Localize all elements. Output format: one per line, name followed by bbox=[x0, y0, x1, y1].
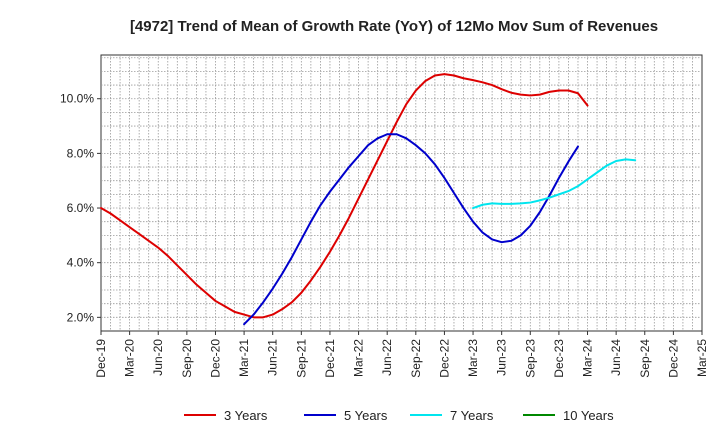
y-tick-label: 10.0% bbox=[60, 92, 94, 106]
x-axis-ticks: Dec-19 Mar-20 Jun-20 Sep-20 Dec-20 Mar-21 Jun-… bbox=[94, 331, 709, 378]
x-tick-label: Mar-21 bbox=[237, 339, 251, 377]
plot-area bbox=[100, 54, 703, 332]
y-axis-ticks: 2.0% 4.0% 6.0% 8.0% 10.0% bbox=[60, 92, 101, 324]
x-tick-label: Sep-23 bbox=[523, 339, 537, 378]
x-tick-label: Mar-22 bbox=[352, 339, 366, 377]
x-tick-label: Dec-24 bbox=[666, 339, 680, 378]
x-tick-label: Dec-21 bbox=[323, 339, 337, 378]
x-tick-label: Jun-22 bbox=[380, 339, 394, 376]
series-line-5-years bbox=[243, 133, 579, 326]
x-tick-label: Sep-24 bbox=[638, 339, 652, 378]
legend-label-5-years: 5 Years bbox=[344, 408, 388, 423]
legend-label-3-years: 3 Years bbox=[224, 408, 268, 423]
x-tick-label: Sep-20 bbox=[180, 339, 194, 378]
x-tick-label: Mar-24 bbox=[581, 339, 595, 377]
x-tick-label: Sep-21 bbox=[294, 339, 308, 378]
legend-label-10-years: 10 Years bbox=[563, 408, 614, 423]
legend-label-7-years: 7 Years bbox=[450, 408, 494, 423]
x-tick-label: Jun-21 bbox=[266, 339, 280, 376]
x-tick-label: Jun-20 bbox=[151, 339, 165, 376]
legend: 3 Years 5 Years 7 Years 10 Years bbox=[184, 408, 614, 423]
x-tick-label: Dec-20 bbox=[208, 339, 222, 378]
x-tick-label: Sep-22 bbox=[409, 339, 423, 378]
chart-title: [4972] Trend of Mean of Growth Rate (YoY… bbox=[130, 18, 658, 35]
x-tick-label: Jun-24 bbox=[609, 339, 623, 376]
y-tick-label: 6.0% bbox=[67, 201, 95, 215]
x-tick-label: Mar-25 bbox=[695, 339, 709, 377]
grid-lines bbox=[101, 55, 702, 331]
series-line-7-years bbox=[472, 158, 637, 210]
x-tick-label: Mar-23 bbox=[466, 339, 480, 377]
x-tick-label: Dec-22 bbox=[437, 339, 451, 378]
y-tick-label: 2.0% bbox=[67, 310, 95, 324]
x-tick-label: Jun-23 bbox=[495, 339, 509, 376]
x-tick-label: Dec-19 bbox=[94, 339, 108, 378]
y-tick-label: 8.0% bbox=[67, 146, 95, 160]
series-line-3-years bbox=[100, 73, 589, 319]
y-tick-label: 4.0% bbox=[67, 256, 95, 270]
series-lines bbox=[100, 73, 637, 326]
x-tick-label: Dec-23 bbox=[552, 339, 566, 378]
x-tick-label: Mar-20 bbox=[123, 339, 137, 377]
